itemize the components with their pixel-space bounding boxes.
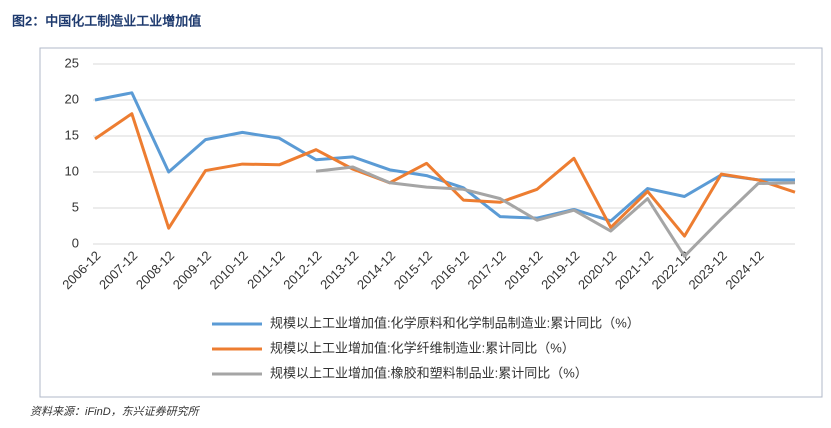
x-tick-label: 2017-12	[464, 248, 508, 292]
x-tick-label: 2020-12	[575, 248, 619, 292]
y-tick-label: 10	[65, 163, 79, 178]
x-tick-label: 2006-12	[59, 248, 103, 292]
legend-label: 规模以上工业增加值:化学纤维制造业:累计同比（%）	[270, 340, 575, 355]
x-tick-label: 2014-12	[354, 248, 398, 292]
x-tick-label: 2018-12	[501, 248, 545, 292]
x-tick-label: 2016-12	[428, 248, 472, 292]
y-tick-label: 20	[65, 91, 79, 106]
line	[94, 91, 795, 223]
x-tick-label: 2019-12	[538, 248, 582, 292]
line	[94, 112, 796, 238]
y-tick-label: 25	[65, 55, 79, 70]
frame	[39, 47, 823, 398]
legend-label: 规模以上工业增加值:化学原料和化学制品制造业:累计同比（%）	[270, 315, 640, 330]
x-tick-label: 2011-12	[244, 248, 288, 292]
chart-title: 图2：中国化工制造业工业增加值	[12, 13, 201, 28]
y-tick-label: 5	[72, 199, 79, 214]
x-tick-label: 2009-12	[170, 248, 214, 292]
x-tick-label: 2023-12	[686, 248, 730, 292]
x-tick-label: 2010-12	[207, 248, 251, 292]
source: 资料来源：iFinD，东兴证券研究所	[30, 405, 201, 418]
x-tick-label: 2008-12	[133, 248, 177, 292]
x-tick-label: 2021-12	[612, 248, 656, 292]
x-tick-label: 2012-12	[280, 248, 324, 292]
y-tick-label: 15	[65, 127, 79, 142]
y-tick-label: 0	[72, 235, 79, 250]
x-tick-label: 2015-12	[391, 248, 435, 292]
x-tick-label: 2013-12	[317, 248, 361, 292]
legend-label: 规模以上工业增加值:橡胶和塑料制品业:累计同比（%）	[270, 365, 588, 380]
x-tick-label: 2007-12	[96, 248, 140, 292]
line	[315, 165, 796, 258]
x-tick-label: 2024-12	[722, 248, 766, 292]
